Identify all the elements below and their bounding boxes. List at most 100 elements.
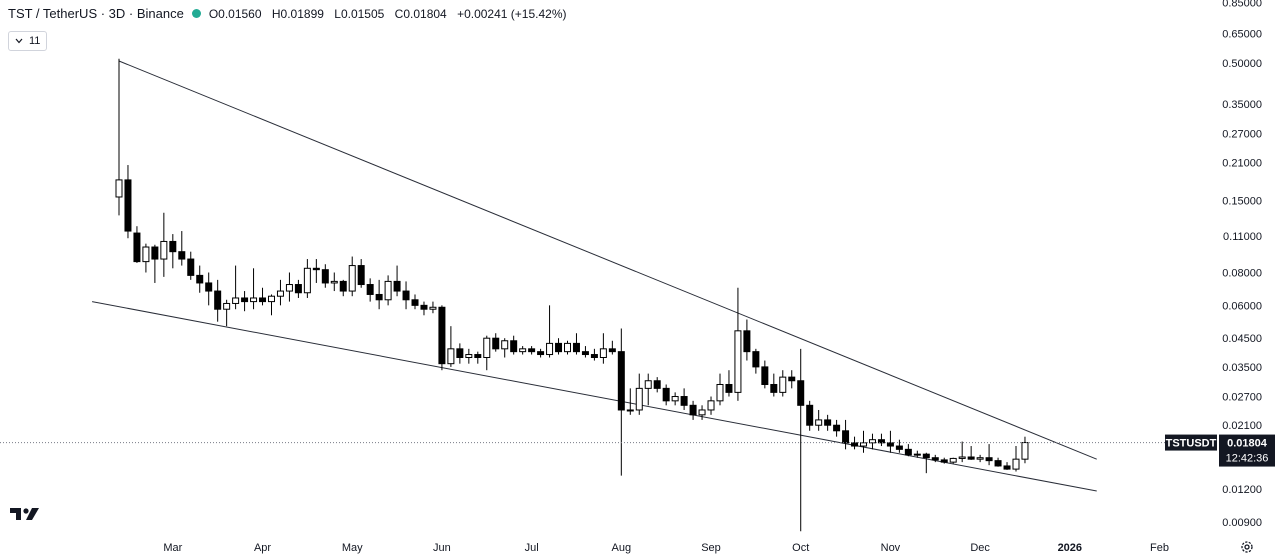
candle-body (608, 348, 616, 353)
candle (617, 328, 625, 476)
candle (976, 454, 984, 463)
candle (590, 348, 598, 361)
candle (806, 400, 814, 431)
time-tick-label: Apr (254, 542, 271, 554)
candle (420, 301, 428, 316)
time-tick-label: 2026 (1058, 542, 1082, 554)
price-tick-label: 0.06000 (1222, 300, 1262, 312)
candle (546, 305, 554, 358)
candle-body (940, 459, 948, 463)
candle-body (330, 280, 338, 284)
candle (877, 433, 885, 447)
price-axis[interactable]: 0.85000 0.65000 0.50000 0.35000 0.27000 0.210… (1222, 0, 1262, 529)
candle (447, 326, 455, 367)
candle (1021, 436, 1029, 464)
candle (438, 305, 446, 371)
time-tick-label: May (342, 542, 363, 554)
candle (815, 409, 823, 431)
candle (797, 348, 805, 532)
gear-icon[interactable] (1240, 540, 1254, 554)
time-tick-label: Sep (701, 542, 721, 554)
candle-body (339, 280, 347, 292)
candle-body (348, 265, 356, 292)
time-axis[interactable]: Mar Apr May Jun Jul Aug Sep Oct Nov Dec 2026 Feb (163, 542, 1169, 554)
price-tick-label: 0.01200 (1222, 484, 1262, 496)
candle (895, 439, 903, 453)
candle (115, 58, 123, 216)
candle-body (250, 297, 258, 303)
price-tick-label: 0.50000 (1222, 58, 1262, 70)
candle-body (205, 282, 213, 292)
low-value: L0.01505 (334, 6, 385, 21)
symbol-title[interactable]: TST / TetherUS · 3D · Binance (8, 6, 184, 21)
indicators-toggle-button[interactable]: 11 (8, 31, 48, 51)
candle-body (456, 348, 464, 359)
candle-body (806, 404, 814, 426)
candle-body (465, 354, 473, 359)
candle-body (546, 342, 554, 356)
candle-body (743, 330, 751, 353)
candle (474, 351, 482, 364)
last-price-label: TSTUSDT 0.01804 12:42:36 (1165, 434, 1275, 467)
candle (510, 335, 518, 355)
candle-body (483, 337, 491, 359)
candle (833, 419, 841, 437)
candle (151, 244, 159, 283)
candle-body (285, 284, 293, 292)
chart-legend: TST / TetherUS · 3D · Binance O0.01560 H… (8, 6, 566, 21)
candle-body (124, 179, 132, 232)
tradingview-logo-icon[interactable] (10, 506, 40, 522)
candle-body (707, 400, 715, 411)
price-tick-label: 0.02100 (1222, 420, 1262, 432)
trendline-1[interactable] (118, 60, 1097, 460)
candle (608, 340, 616, 355)
candle (259, 287, 267, 306)
market-status-icon (191, 9, 201, 18)
candle-body (824, 419, 832, 426)
trendline-2[interactable] (91, 301, 1097, 492)
candle (662, 384, 670, 406)
candle (267, 294, 275, 316)
candle-body (842, 430, 850, 444)
candle-body (1012, 458, 1020, 470)
indicator-count: 11 (29, 35, 41, 47)
candle (770, 373, 778, 397)
high-value: H0.01899 (271, 6, 324, 21)
candle (886, 430, 894, 453)
candle (285, 272, 293, 302)
candle-body (276, 290, 284, 297)
candle-body (438, 306, 446, 365)
candle-body (151, 246, 159, 260)
candle-body (725, 383, 733, 393)
candle-body (142, 246, 150, 263)
candle-body (312, 267, 320, 271)
candle-body (294, 284, 302, 294)
candle-body (1003, 465, 1011, 470)
price-tick-label: 0.03500 (1222, 362, 1262, 374)
candle (205, 272, 213, 306)
candle (967, 446, 975, 460)
candle (931, 454, 939, 463)
candle (214, 279, 222, 322)
candle-body (303, 267, 311, 294)
candle-body (653, 380, 661, 389)
candle (680, 388, 688, 410)
candle-body (393, 280, 401, 292)
candle (393, 265, 401, 297)
candle-body (931, 457, 939, 461)
candle (734, 287, 742, 401)
candle-body (895, 445, 903, 450)
candle (564, 340, 571, 355)
candle (223, 299, 231, 327)
candle (653, 377, 661, 393)
candle (599, 333, 607, 364)
candle-body (474, 354, 482, 359)
candle (913, 450, 921, 458)
price-label-symbol: TSTUSDT (1166, 438, 1217, 450)
time-tick-label: Oct (792, 542, 809, 554)
candle-body (241, 297, 249, 303)
candle-body (860, 442, 868, 447)
candle (868, 433, 876, 450)
candle-body (662, 387, 670, 402)
